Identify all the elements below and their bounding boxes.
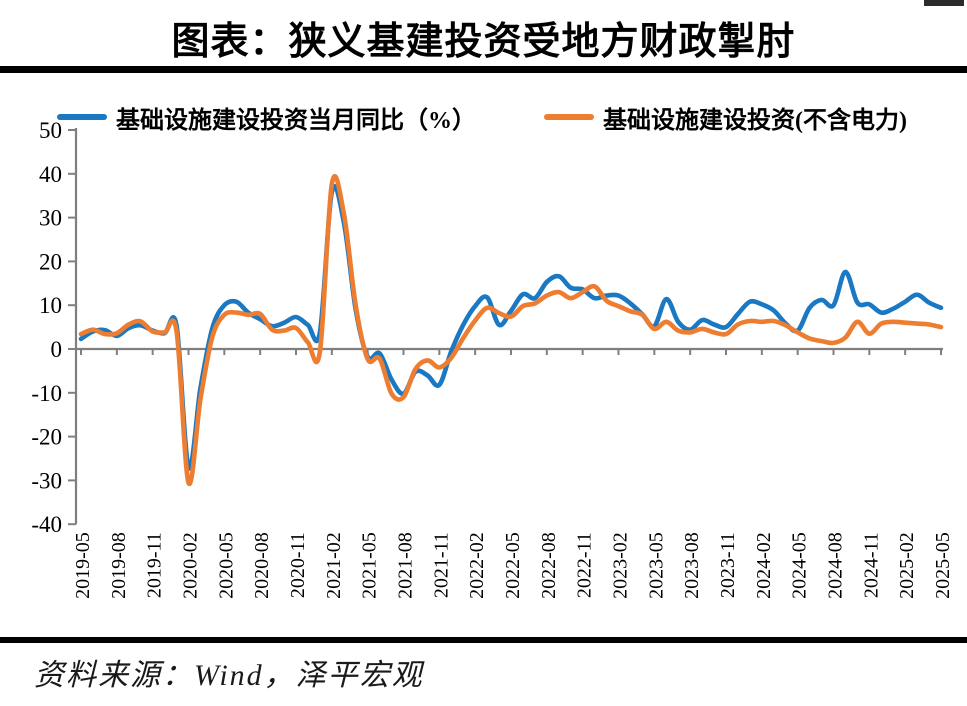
x-axis-label: 2024-08 xyxy=(825,532,847,599)
x-axis-label: 2021-11 xyxy=(430,532,452,598)
y-axis-label: 30 xyxy=(39,206,62,231)
y-axis-label: 20 xyxy=(39,249,62,274)
legend-label-series2: 基础设施建设投资(不含电力) xyxy=(603,107,907,134)
y-axis-label: -10 xyxy=(31,381,62,406)
x-axis-label: 2019-11 xyxy=(144,532,166,598)
x-axis-label: 2023-11 xyxy=(717,532,739,598)
series-line-excl-power xyxy=(78,174,944,487)
series2-line-swatch xyxy=(544,114,594,120)
x-axis-label: 2019-05 xyxy=(72,532,94,599)
y-axis-label: 40 xyxy=(39,162,62,187)
chart-canvas: 50 40 30 20 10 0 -10 -20 -30 -40 2019-05 2019-08 201… xyxy=(31,118,954,599)
x-axis-label: 2022-05 xyxy=(502,532,524,599)
x-axis-label: 2024-02 xyxy=(753,532,775,599)
page-corner-mark xyxy=(924,0,964,6)
y-axis-label: -20 xyxy=(31,425,62,450)
x-axis-label: 2025-02 xyxy=(896,532,918,599)
y-axis-label: -30 xyxy=(31,468,62,493)
footer-divider xyxy=(0,637,967,643)
y-axis-label: 0 xyxy=(51,337,63,362)
title-divider xyxy=(0,66,967,73)
y-axis-label: 50 xyxy=(39,118,62,143)
series-line-monthly-yoy xyxy=(78,183,944,471)
x-axis-label: 2023-08 xyxy=(681,532,703,599)
y-axis-label: 10 xyxy=(39,293,62,318)
x-axis-label: 2021-02 xyxy=(323,532,345,599)
x-axis-label: 2025-05 xyxy=(932,532,954,599)
x-axis-label: 2021-05 xyxy=(359,532,381,599)
x-axis-label: 2022-08 xyxy=(538,532,560,599)
chart-legend: 基础设施建设投资当月同比（%） 基础设施建设投资(不含电力) xyxy=(0,103,967,134)
x-axis-label: 2021-08 xyxy=(395,532,417,599)
x-axis-label: 2020-02 xyxy=(180,532,202,599)
x-axis-label: 2022-11 xyxy=(574,532,596,598)
x-axis-label: 2019-08 xyxy=(108,532,130,599)
x-axis-label: 2023-02 xyxy=(610,532,632,599)
legend-item-series1: 基础设施建设投资当月同比（%） xyxy=(57,103,476,134)
x-axis-label: 2024-05 xyxy=(789,532,811,599)
y-axis-label: -40 xyxy=(31,512,62,537)
source-note: 资料来源：Wind，泽平宏观 xyxy=(34,659,424,692)
x-axis-label: 2024-11 xyxy=(860,532,882,598)
x-axis-label: 2022-02 xyxy=(466,532,488,599)
x-axis-label: 2023-05 xyxy=(645,532,667,599)
x-axis-label: 2020-05 xyxy=(215,532,237,599)
x-axis-label: 2020-08 xyxy=(251,532,273,599)
chart-title: 图表：狭义基建投资受地方财政掣肘 xyxy=(171,21,796,63)
legend-label-series1: 基础设施建设投资当月同比（%） xyxy=(116,107,476,134)
legend-item-series2: 基础设施建设投资(不含电力) xyxy=(544,103,907,134)
x-axis-label: 2020-11 xyxy=(287,532,309,598)
series1-line-swatch xyxy=(57,114,107,120)
